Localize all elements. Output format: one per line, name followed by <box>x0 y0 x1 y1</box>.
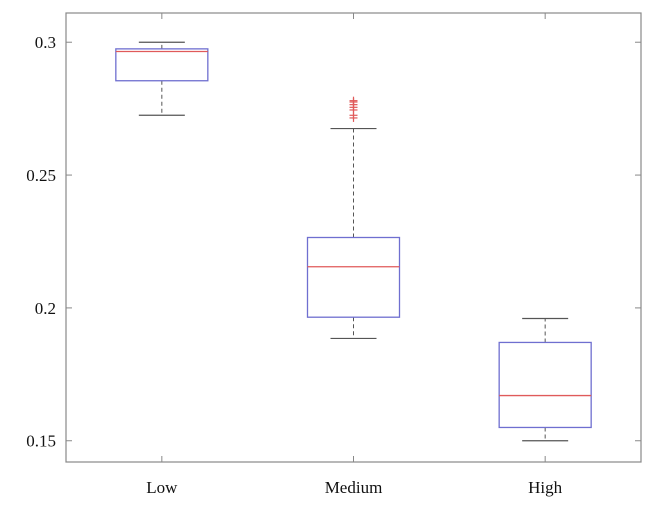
y-tick-label: 0.25 <box>26 166 56 185</box>
x-tick-label: High <box>528 478 563 497</box>
iqr-box <box>498 341 592 429</box>
y-tick-label: 0.2 <box>35 299 56 318</box>
x-tick-label: Low <box>146 478 178 497</box>
iqr-box <box>306 236 401 318</box>
y-tick-label: 0.15 <box>26 432 56 451</box>
box-high <box>498 317 592 442</box>
y-tick-label: 0.3 <box>35 33 56 52</box>
box-low <box>115 41 209 116</box>
x-tick-label: Medium <box>325 478 383 497</box>
box-medium <box>306 96 401 340</box>
iqr-box <box>115 48 209 82</box>
